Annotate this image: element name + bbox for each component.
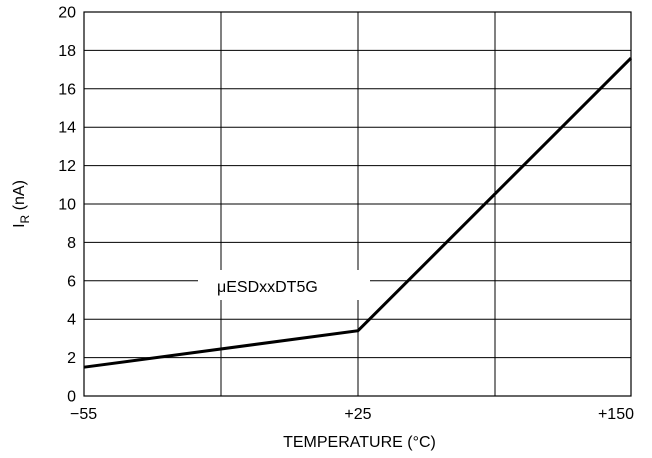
- y-tick-label: 16: [58, 81, 76, 98]
- y-tick-label: 0: [67, 389, 76, 406]
- y-tick-label: 6: [67, 273, 76, 290]
- y-tick-label: 20: [58, 5, 76, 22]
- y-tick-label: 18: [58, 43, 76, 60]
- y-tick-label: 2: [67, 350, 76, 367]
- y-tick-label: 8: [67, 235, 76, 252]
- y-axis-title: IR (nA): [11, 180, 32, 228]
- x-axis-ticks: −55 +25 +150: [70, 406, 634, 423]
- series-line: [83, 57, 633, 369]
- y-tick-label: 14: [58, 120, 76, 137]
- x-tick-label: +25: [344, 406, 371, 423]
- x-tick-label: +150: [598, 406, 634, 423]
- y-axis-title-subscript: R: [18, 214, 32, 223]
- y-tick-label: 4: [67, 312, 76, 329]
- annotation-background: [198, 270, 370, 300]
- y-tick-label: 12: [58, 158, 76, 175]
- series-annotation: μESDxxDT5G: [217, 279, 318, 296]
- plot-frame: [83, 11, 632, 397]
- y-axis-title-unit: (nA): [11, 180, 28, 215]
- y-axis-title-main: I: [11, 223, 28, 227]
- grid: [84, 12, 631, 396]
- y-tick-label: 10: [58, 197, 76, 214]
- x-tick-label: −55: [70, 406, 97, 423]
- x-axis-title: TEMPERATURE (°C): [283, 434, 436, 451]
- y-axis-ticks: 0 2 4 6 8 10 12 14 16 18 20: [58, 5, 76, 406]
